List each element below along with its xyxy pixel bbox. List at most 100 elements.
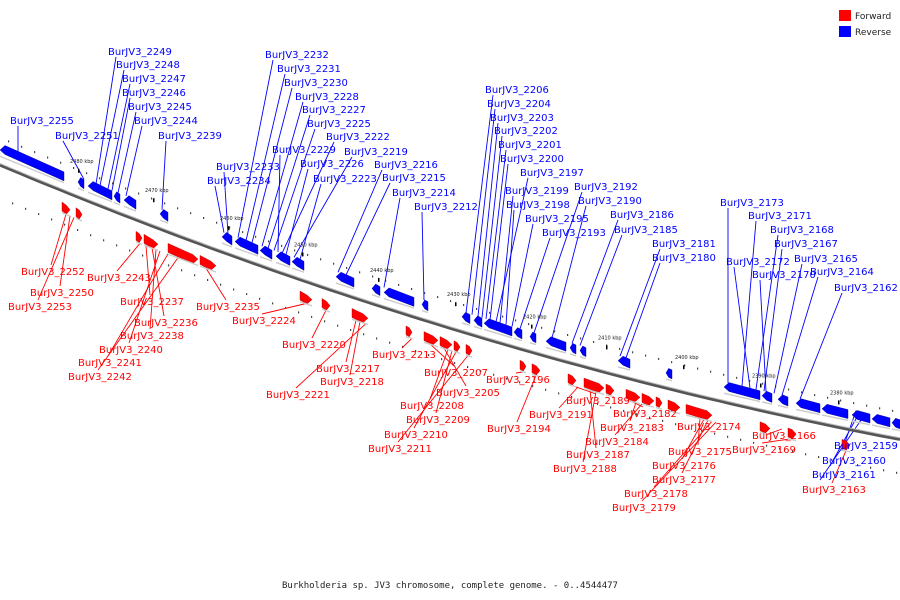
gene-shadow: [422, 309, 428, 314]
reverse-gene-label: BurJV3_2226: [300, 159, 364, 170]
reverse-gene-label: BurJV3_2200: [500, 154, 564, 165]
gene-shadow: [686, 414, 712, 423]
reverse-gene-arrow: [723, 382, 761, 401]
reverse-gene-arrow: [513, 327, 523, 340]
tick-mark: [233, 288, 235, 291]
forward-gene-label: BurJV3_2238: [120, 331, 184, 342]
reverse-label-line: [755, 234, 779, 390]
tick-mark: [896, 471, 898, 474]
forward-gene-arrow: [841, 439, 851, 451]
reverse-gene-label: BurJV3_2173: [720, 198, 784, 209]
gene-shadow: [466, 354, 472, 358]
reverse-gene-arrow: [291, 256, 305, 271]
forward-gene-label: BurJV3_2187: [566, 450, 630, 461]
reverse-label-line: [421, 211, 425, 301]
reverse-label-line: [261, 101, 304, 247]
reverse-gene-arrow: [234, 236, 259, 255]
reverse-gene-label: BurJV3_2197: [520, 168, 584, 179]
tick-mark: [779, 447, 781, 450]
gene-shadow: [76, 217, 82, 222]
forward-gene-label: BurJV3_2182: [613, 409, 677, 420]
tick-mark: [337, 324, 339, 327]
forward-gene-label: BurJV3_2179: [612, 503, 676, 514]
scale-tick: [455, 302, 457, 307]
reverse-gene-label: BurJV3_2231: [277, 64, 341, 75]
reverse-label-line: [277, 154, 281, 252]
reverse-gene-arrow: [617, 355, 631, 369]
tick-mark: [255, 235, 257, 238]
reverse-gene-label: BurJV3_2161: [812, 470, 876, 481]
gene-shadow: [292, 267, 304, 273]
forward-gene-arrow: [759, 421, 771, 434]
reverse-gene-label: BurJV3_2160: [822, 456, 886, 467]
reverse-label-line: [62, 140, 85, 180]
reverse-gene-arrow: [335, 271, 355, 288]
tick-mark: [571, 396, 573, 398]
tick-mark: [567, 334, 569, 336]
tick-mark: [8, 140, 10, 143]
tick-mark: [558, 392, 560, 395]
tick-mark: [151, 197, 153, 200]
gene-shadow: [520, 370, 526, 374]
gene-shadow: [136, 241, 142, 246]
tick-mark: [502, 315, 504, 318]
forward-gene-label: BurJV3_2176: [652, 461, 716, 472]
tick-mark: [753, 441, 755, 444]
legend-reverse-swatch: [839, 26, 851, 37]
reverse-label-line: [293, 156, 353, 258]
tick-mark: [194, 274, 196, 277]
tick-mark: [181, 269, 183, 272]
scale-tick: [683, 365, 685, 370]
gene-labels: BurJV3_2255 BurJV3_2251 BurJV3_2249 BurJV3_…: [8, 47, 898, 514]
gene-shadow: [656, 406, 662, 410]
gene-shadow: [532, 373, 540, 378]
gene-shadow: [424, 341, 438, 348]
tick-mark: [34, 151, 36, 154]
tick-mark: [545, 388, 547, 391]
forward-gene-label: BurJV3_2177: [652, 475, 716, 486]
gene-shadow: [568, 383, 576, 388]
gene-features: [0, 145, 900, 453]
tick-mark: [116, 244, 118, 247]
tick-mark: [801, 391, 803, 394]
forward-gene-label: BurJV3_2184: [585, 437, 649, 448]
legend-reverse-label: Reverse: [855, 28, 892, 38]
tick-mark: [532, 385, 534, 388]
gene-shadow: [626, 399, 640, 405]
reverse-gene-label: BurJV3_2181: [652, 239, 716, 250]
tick-mark: [710, 370, 712, 373]
reverse-label-line: [759, 279, 767, 392]
tick-mark: [372, 275, 374, 278]
gene-shadow: [372, 294, 380, 299]
label-lines: [17, 56, 867, 502]
scale-label: 2420 kbp: [523, 315, 547, 321]
reverse-gene-label: BurJV3_2216: [374, 160, 438, 171]
scale-tick: [606, 345, 608, 350]
forward-label-line: [614, 403, 643, 436]
reverse-gene-label: BurJV3_2230: [284, 78, 348, 89]
tick-mark: [593, 341, 595, 343]
tick-mark: [684, 364, 686, 367]
forward-gene-label: BurJV3_2191: [529, 410, 593, 421]
gene-shadow: [666, 378, 672, 382]
reverse-label-line: [285, 168, 309, 255]
reverse-gene-label: BurJV3_2165: [794, 254, 858, 265]
tick-mark: [519, 381, 521, 384]
forward-gene-arrow: [453, 340, 461, 352]
forward-gene-arrow: [519, 359, 527, 372]
tick-mark: [636, 413, 638, 416]
forward-gene-label: BurJV3_2188: [553, 464, 617, 475]
scale-label: 2460 kbp: [220, 216, 244, 222]
tick-mark: [463, 304, 465, 306]
gene-shadow: [872, 424, 890, 430]
reverse-gene-label: BurJV3_2167: [774, 239, 838, 250]
reverse-gene-arrow: [777, 394, 789, 407]
forward-label-line: [435, 350, 453, 414]
forward-gene-label: BurJV3_2221: [266, 390, 330, 401]
tick-mark: [376, 337, 378, 340]
reverse-gene-label: BurJV3_2233: [216, 162, 280, 173]
tick-mark: [697, 367, 699, 370]
reverse-label-line: [245, 73, 286, 241]
forward-gene-label: BurJV3_2235: [196, 302, 260, 313]
forward-label-line: [37, 217, 75, 301]
